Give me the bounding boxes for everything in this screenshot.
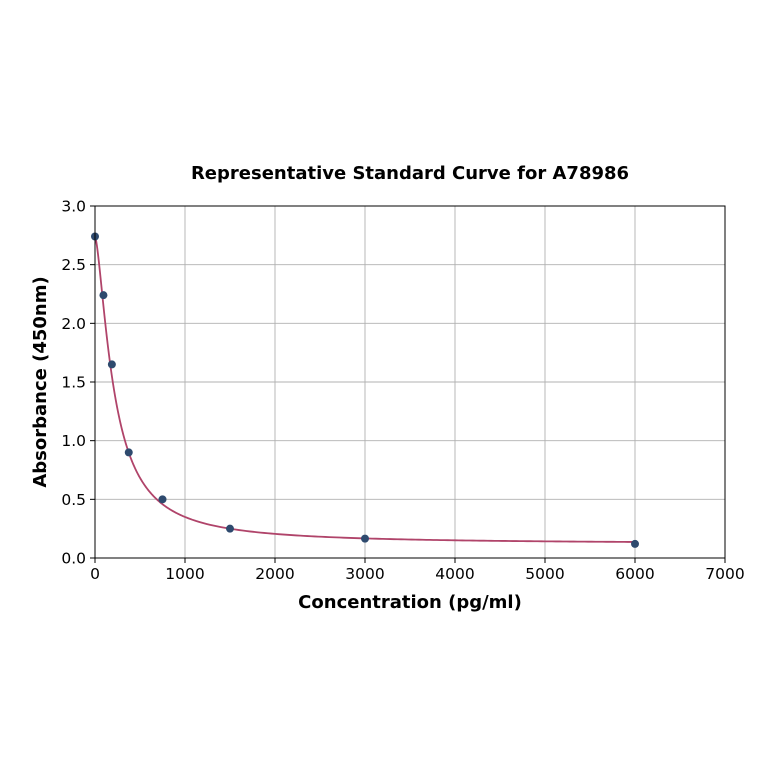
chart-title: Representative Standard Curve for A78986 xyxy=(191,163,629,184)
x-tick-label: 6000 xyxy=(615,565,654,583)
x-tick-label: 5000 xyxy=(525,565,564,583)
x-tick-label: 0 xyxy=(90,565,100,583)
data-point xyxy=(631,539,639,548)
y-tick-label: 1.0 xyxy=(61,432,86,450)
data-point xyxy=(226,524,234,533)
fit-curve xyxy=(94,236,636,543)
x-tick-label: 1000 xyxy=(165,565,204,583)
x-tick-label: 3000 xyxy=(345,565,384,583)
data-point xyxy=(107,360,116,369)
data-point xyxy=(361,534,369,543)
x-axis-label: Concentration (pg/ml) xyxy=(298,592,522,613)
y-tick-label: 1.5 xyxy=(61,374,86,392)
x-axis: 0 1000 2000 3000 4000 5000 6000 7000 xyxy=(90,558,745,583)
y-axis-label: Absorbance (450nm) xyxy=(30,276,51,487)
y-tick-label: 0.5 xyxy=(61,491,86,509)
data-point xyxy=(124,448,133,457)
y-tick-label: 2.5 xyxy=(61,256,86,274)
x-tick-label: 7000 xyxy=(705,565,744,583)
data-points xyxy=(91,232,639,548)
x-tick-label: 2000 xyxy=(255,565,294,583)
data-point xyxy=(158,495,167,504)
y-axis: 0.0 0.5 1.0 1.5 2.0 2.5 3.0 xyxy=(61,198,95,568)
y-tick-label: 2.0 xyxy=(61,315,86,333)
y-tick-label: 0.0 xyxy=(61,550,86,568)
y-tick-label: 3.0 xyxy=(61,198,86,216)
data-point xyxy=(99,291,108,300)
grid xyxy=(94,205,726,559)
x-tick-label: 4000 xyxy=(435,565,474,583)
